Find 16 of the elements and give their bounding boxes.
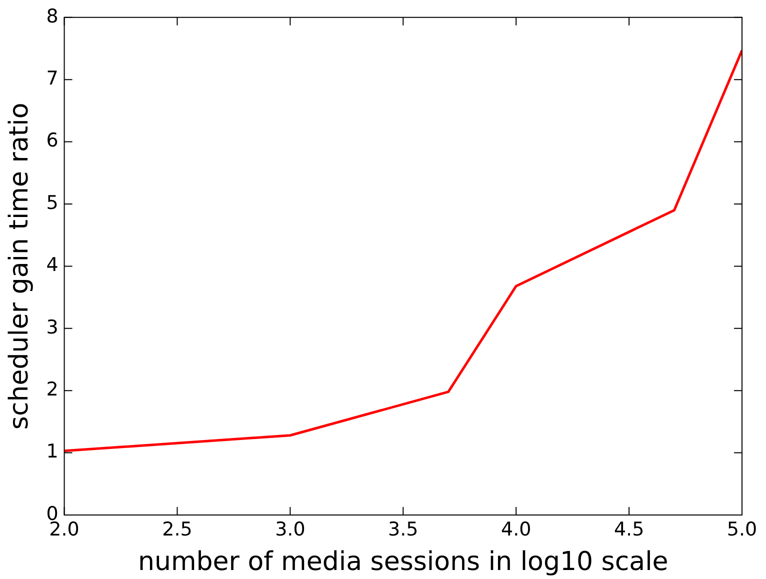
y-tick-label: 7	[46, 68, 58, 90]
x-tick-label: 3.5	[388, 518, 418, 540]
y-tick-label: 5	[46, 192, 58, 214]
y-tick-label: 4	[46, 254, 58, 276]
x-tick-label: 3.0	[275, 518, 306, 540]
x-tick-label: 2.5	[162, 518, 192, 540]
y-tick-label: 2	[46, 378, 58, 401]
y-tick-label: 1	[46, 440, 58, 463]
y-tick-label: 6	[46, 130, 58, 152]
y-tick-label: 8	[46, 5, 58, 28]
x-tick-label: 4.5	[614, 518, 644, 540]
x-tick-label: 4.0	[500, 518, 532, 540]
x-axis-title: number of media sessions in log10 scale	[138, 547, 668, 578]
y-axis-title: scheduler gain time ratio	[4, 102, 34, 430]
y-tick-label: 3	[46, 316, 58, 338]
x-tick-label: 5.0	[726, 518, 758, 540]
